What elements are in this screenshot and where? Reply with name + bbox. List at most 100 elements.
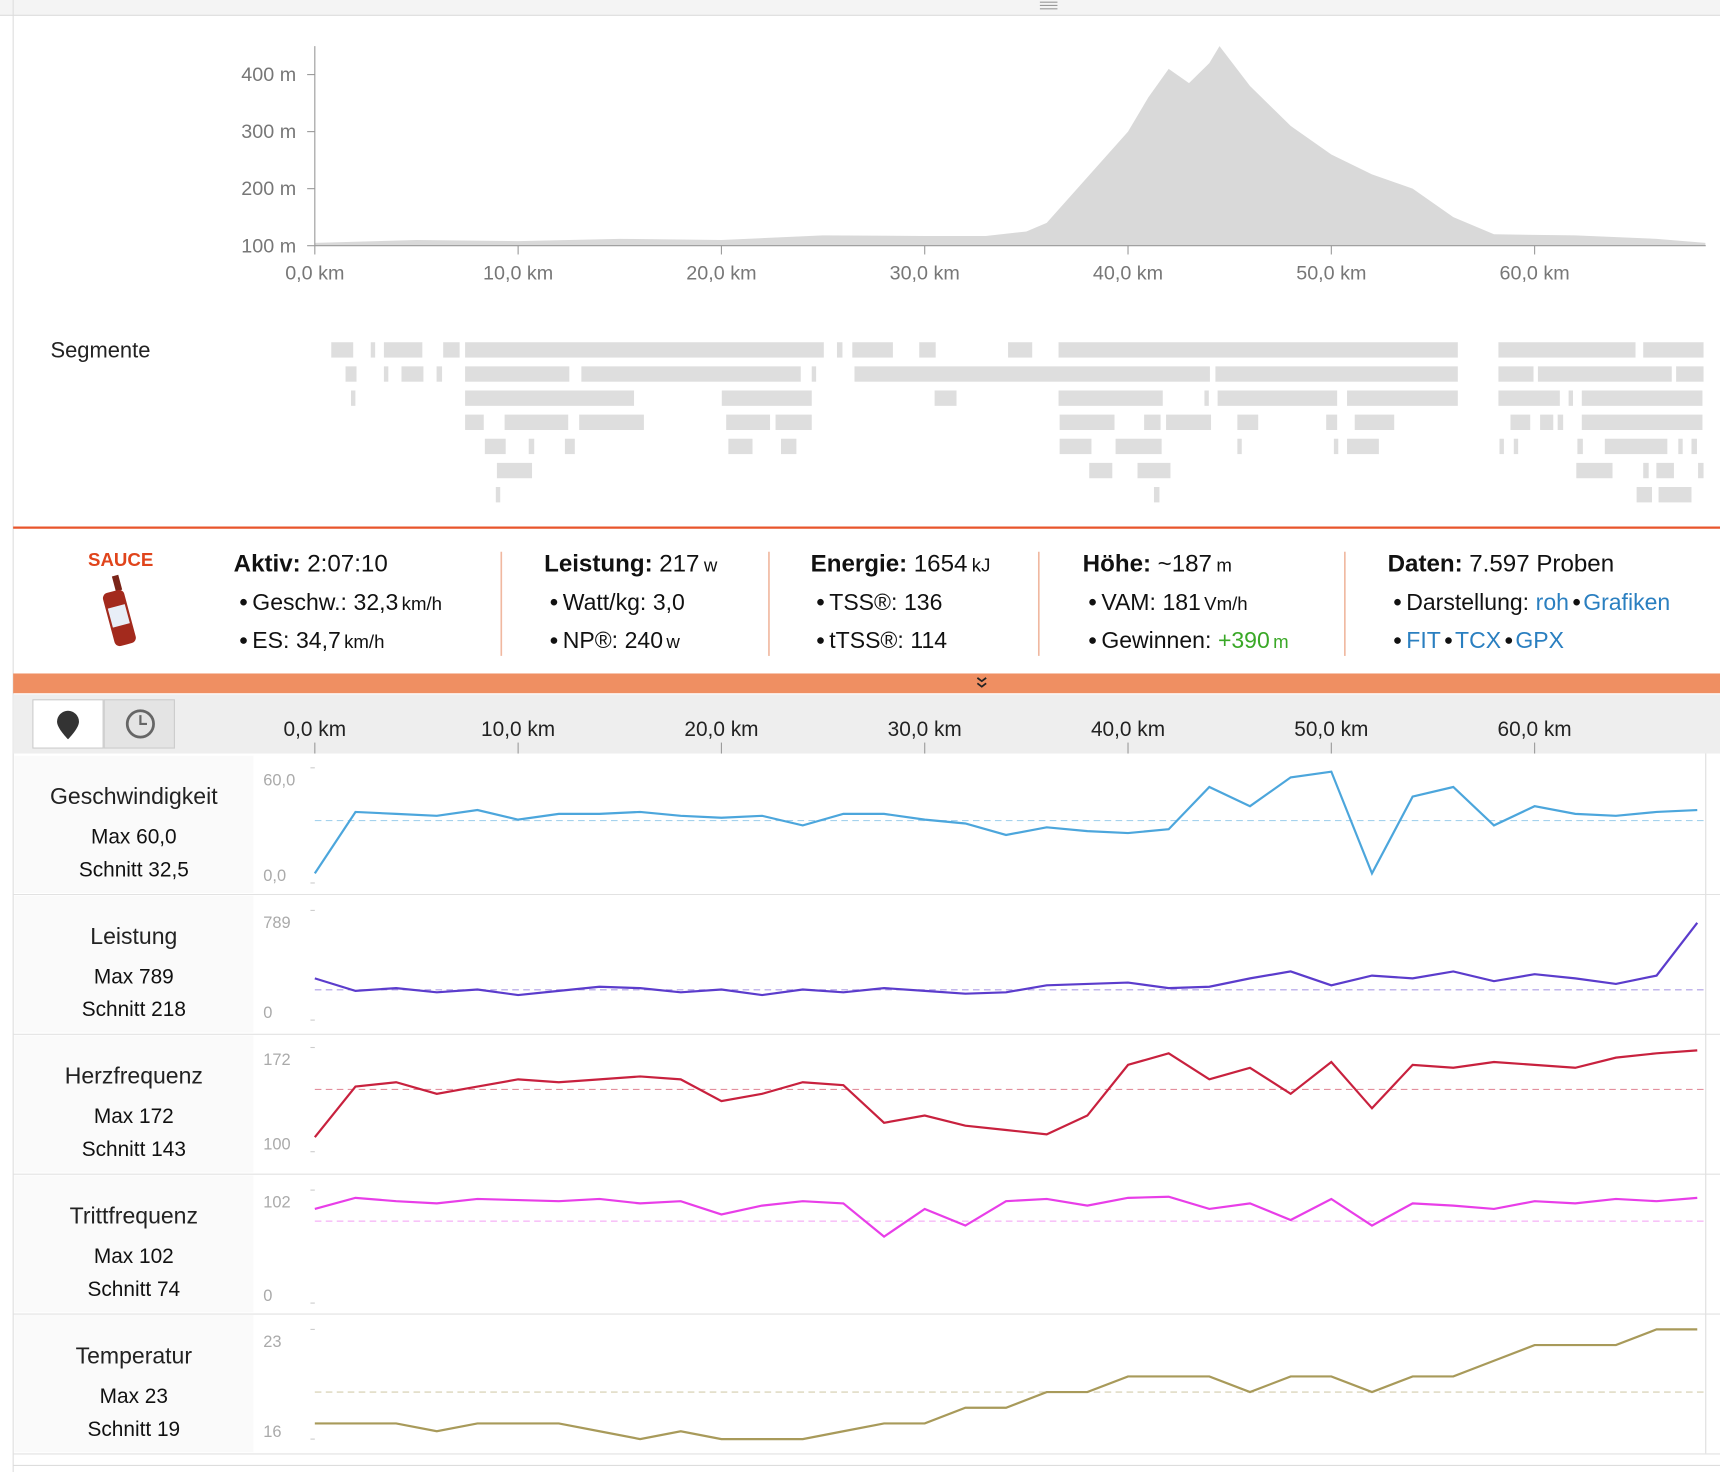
segment[interactable] bbox=[1604, 438, 1668, 455]
segment[interactable] bbox=[1115, 438, 1162, 455]
segment[interactable] bbox=[1540, 414, 1554, 430]
segment[interactable] bbox=[1059, 414, 1115, 430]
segment[interactable] bbox=[1166, 414, 1212, 430]
segment[interactable] bbox=[465, 414, 484, 430]
segment[interactable] bbox=[1059, 438, 1092, 455]
segment[interactable] bbox=[581, 366, 801, 382]
segment[interactable] bbox=[1217, 390, 1338, 406]
segment[interactable] bbox=[1237, 438, 1242, 455]
segment[interactable] bbox=[728, 438, 753, 455]
segment[interactable] bbox=[919, 342, 936, 358]
segment[interactable] bbox=[1237, 414, 1259, 430]
segment[interactable] bbox=[1576, 462, 1613, 479]
stream-max: Max 23 bbox=[100, 1385, 168, 1408]
segment[interactable] bbox=[1643, 342, 1704, 358]
segment[interactable] bbox=[1513, 438, 1519, 455]
segment[interactable] bbox=[564, 438, 575, 455]
time-tab[interactable] bbox=[103, 699, 175, 749]
segment[interactable] bbox=[528, 438, 535, 455]
segment[interactable] bbox=[351, 390, 356, 406]
segment[interactable] bbox=[1008, 342, 1033, 358]
label-column bbox=[14, 895, 254, 1033]
segment[interactable] bbox=[345, 366, 357, 382]
segment[interactable] bbox=[811, 366, 817, 382]
segment[interactable] bbox=[1498, 366, 1534, 382]
clock-hands bbox=[139, 715, 147, 726]
segment[interactable] bbox=[1691, 438, 1697, 455]
segment[interactable] bbox=[1058, 342, 1458, 358]
x-tick-label: 40,0 km bbox=[1093, 263, 1163, 285]
segment[interactable] bbox=[465, 390, 635, 406]
segments[interactable] bbox=[331, 342, 1704, 503]
segment[interactable] bbox=[484, 438, 506, 455]
segment[interactable] bbox=[854, 366, 1210, 382]
item-label: NP®: bbox=[563, 627, 618, 653]
segment[interactable] bbox=[1537, 366, 1672, 382]
segment[interactable] bbox=[1676, 366, 1704, 382]
segment[interactable] bbox=[852, 342, 893, 358]
segment[interactable] bbox=[1333, 438, 1339, 455]
drag-handle[interactable] bbox=[1039, 1, 1058, 10]
expand-icon[interactable] bbox=[976, 677, 987, 688]
segment[interactable] bbox=[1144, 414, 1161, 430]
segment[interactable] bbox=[496, 462, 533, 479]
segment[interactable] bbox=[465, 342, 824, 358]
segment[interactable] bbox=[1698, 462, 1704, 479]
x-tick-label: 60,0 km bbox=[1498, 718, 1572, 741]
segment[interactable] bbox=[1499, 438, 1504, 455]
segment[interactable] bbox=[1581, 390, 1703, 406]
link[interactable]: GPX bbox=[1515, 627, 1564, 653]
segment[interactable] bbox=[1137, 462, 1171, 479]
segment[interactable] bbox=[1581, 414, 1703, 430]
segment[interactable] bbox=[1678, 438, 1683, 455]
segment[interactable] bbox=[1326, 414, 1338, 430]
segment[interactable] bbox=[1498, 390, 1560, 406]
segment[interactable] bbox=[1510, 414, 1531, 430]
segment[interactable] bbox=[1153, 487, 1160, 503]
segment[interactable] bbox=[1656, 462, 1674, 479]
segment[interactable] bbox=[1658, 487, 1692, 503]
stat-item: Geschw.: 32,3 km/h bbox=[252, 589, 442, 615]
segment[interactable] bbox=[1058, 390, 1163, 406]
segment[interactable] bbox=[836, 342, 843, 358]
segment[interactable] bbox=[579, 414, 644, 430]
segment[interactable] bbox=[1636, 487, 1652, 503]
segment[interactable] bbox=[465, 366, 570, 382]
link[interactable]: FIT bbox=[1406, 627, 1441, 653]
segment[interactable] bbox=[1089, 462, 1113, 479]
segment[interactable] bbox=[1204, 390, 1209, 406]
segment[interactable] bbox=[331, 342, 354, 358]
segment[interactable] bbox=[443, 342, 460, 358]
x-tick-label: 60,0 km bbox=[1500, 263, 1570, 285]
segment[interactable] bbox=[934, 390, 957, 406]
segment[interactable] bbox=[1557, 414, 1564, 430]
segment[interactable] bbox=[495, 487, 501, 503]
segment[interactable] bbox=[383, 342, 423, 358]
link[interactable]: Grafiken bbox=[1583, 589, 1670, 615]
segment[interactable] bbox=[1577, 438, 1583, 455]
label-column bbox=[14, 755, 254, 893]
segment[interactable] bbox=[726, 414, 771, 430]
segment[interactable] bbox=[1498, 342, 1636, 358]
segment[interactable] bbox=[1347, 390, 1458, 406]
segment[interactable] bbox=[401, 366, 424, 382]
segment[interactable] bbox=[504, 414, 569, 430]
segment[interactable] bbox=[1354, 414, 1395, 430]
item-label: Gewinnen: bbox=[1101, 627, 1211, 653]
segment[interactable] bbox=[370, 342, 376, 358]
stat-title: Leistung: 217 w bbox=[544, 550, 718, 577]
segment[interactable] bbox=[781, 438, 797, 455]
segment[interactable] bbox=[775, 414, 812, 430]
segment[interactable] bbox=[383, 366, 389, 382]
segment[interactable] bbox=[436, 366, 443, 382]
stat-unit: kJ bbox=[972, 554, 991, 575]
segment[interactable] bbox=[1347, 438, 1379, 455]
expand-bar[interactable] bbox=[13, 673, 1720, 694]
segment[interactable] bbox=[1568, 390, 1574, 406]
y-tick-label: 100 bbox=[263, 1136, 290, 1154]
segment[interactable] bbox=[721, 390, 812, 406]
segment[interactable] bbox=[1215, 366, 1458, 382]
link[interactable]: roh bbox=[1536, 589, 1569, 615]
segment[interactable] bbox=[1643, 462, 1649, 479]
link[interactable]: TCX bbox=[1455, 627, 1501, 653]
